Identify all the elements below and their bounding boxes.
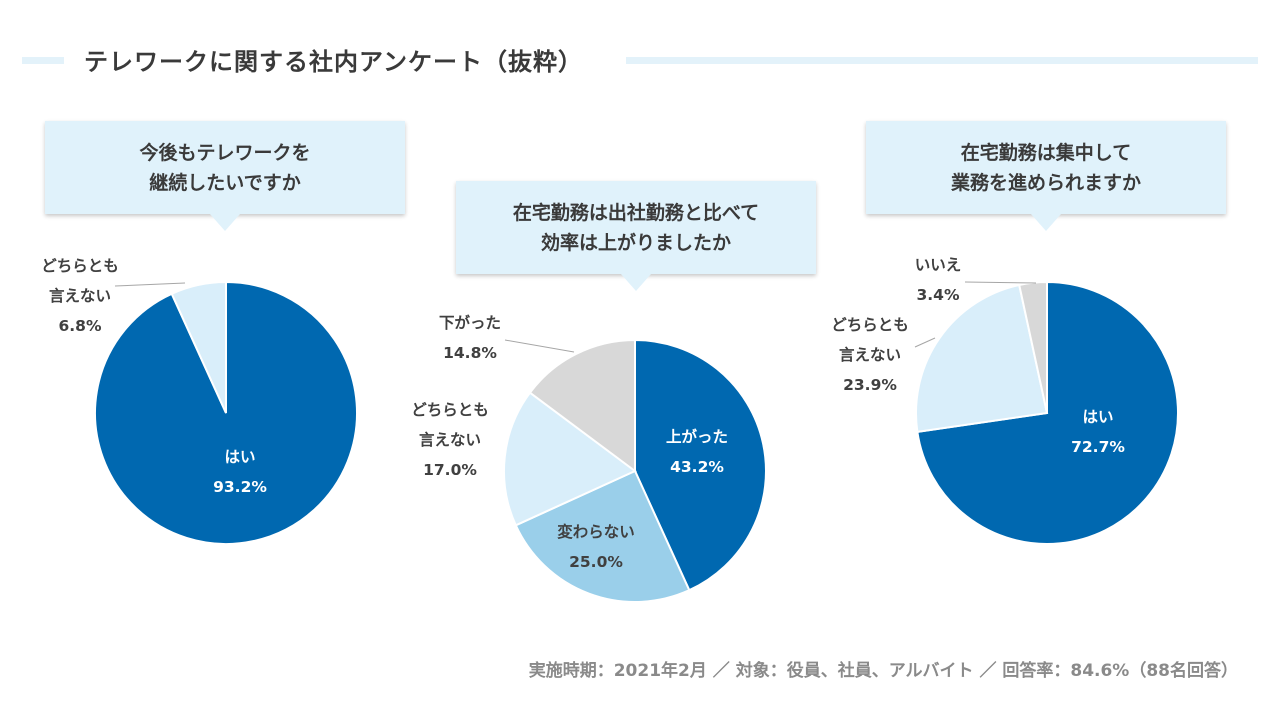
pie-2-value-label-3: 17.0% (423, 461, 477, 479)
title-line-left (22, 57, 64, 64)
pie-1-value-label-1: 93.2% (213, 478, 267, 496)
pie-2-category-label-1: 上がった (666, 427, 728, 446)
question-3-line-2: 業務を進められますか (950, 171, 1141, 194)
callout-2-pointer (621, 274, 651, 291)
pie-1-leader-line-2 (114, 282, 186, 287)
question-callout-1: 今後もテレワークを 継続したいですか (45, 121, 405, 231)
pie-3-category-label-2: 言えない (839, 345, 901, 364)
pie-1-category-label-2: 言えない (49, 286, 111, 305)
pie-2-category-label-3: 言えない (419, 430, 481, 449)
pie-3-category-label-3: いいえ (915, 256, 962, 274)
pie-2-slice-1 (634, 338, 767, 592)
pie-2-value-label-4: 14.8% (443, 344, 497, 362)
footer-note: 実施時期：2021年2月 ／ 対象：役員、社員、アルバイト ／ 回答率：84.6… (528, 661, 1238, 681)
pie-3-leader-line-2 (914, 337, 936, 348)
pie-2-value-label-2: 25.0% (569, 553, 623, 571)
pie-1-value-label-2: 6.8% (59, 317, 102, 335)
pie-2-category-label-2: 変わらない (557, 522, 635, 541)
pie-3-value-label-2: 23.9% (843, 376, 897, 394)
pie-3-slice-2 (915, 283, 1049, 434)
question-2-line-2: 効率は上がりましたか (540, 231, 731, 254)
pie-3-category-label-1: はい (1082, 408, 1113, 426)
pie-2-category-label-3: どちらとも (411, 401, 489, 419)
pie-3-category-label-2: どちらとも (831, 316, 909, 334)
question-callout-2: 在宅勤務は出社勤務と比べて 効率は上がりましたか (456, 181, 816, 291)
page-title: テレワークに関する社内アンケート（抜粋） (84, 48, 584, 76)
question-callout-3: 在宅勤務は集中して 業務を進められますか (866, 121, 1226, 231)
title-line-right (626, 57, 1258, 64)
question-3-line-1: 在宅勤務は集中して (960, 141, 1132, 164)
pie-2-slice-3 (503, 391, 637, 527)
callout-1-pointer (210, 214, 240, 231)
pie-2-value-label-1: 43.2% (670, 458, 724, 476)
question-1-line-2: 継続したいですか (149, 171, 301, 194)
pie-1-category-label-2: どちらとも (41, 257, 119, 275)
pie-1-slice-2 (170, 280, 227, 414)
pie-2-leader-line-4 (504, 339, 575, 353)
pie-2-category-label-4: 下がった (439, 313, 501, 332)
pie-2-slice-4 (528, 338, 636, 473)
question-1-line-1: 今後もテレワークを (139, 141, 311, 164)
pie-3-value-label-3: 3.4% (917, 286, 960, 304)
callout-3-pointer (1031, 214, 1061, 231)
pie-1-category-label-1: はい (224, 448, 255, 466)
pie-3-value-label-1: 72.7% (1071, 438, 1125, 456)
pie-2-slice-2 (514, 469, 691, 603)
pie-3-leader-line-3 (964, 281, 1037, 284)
question-2-line-1: 在宅勤務は出社勤務と比べて (512, 201, 760, 224)
